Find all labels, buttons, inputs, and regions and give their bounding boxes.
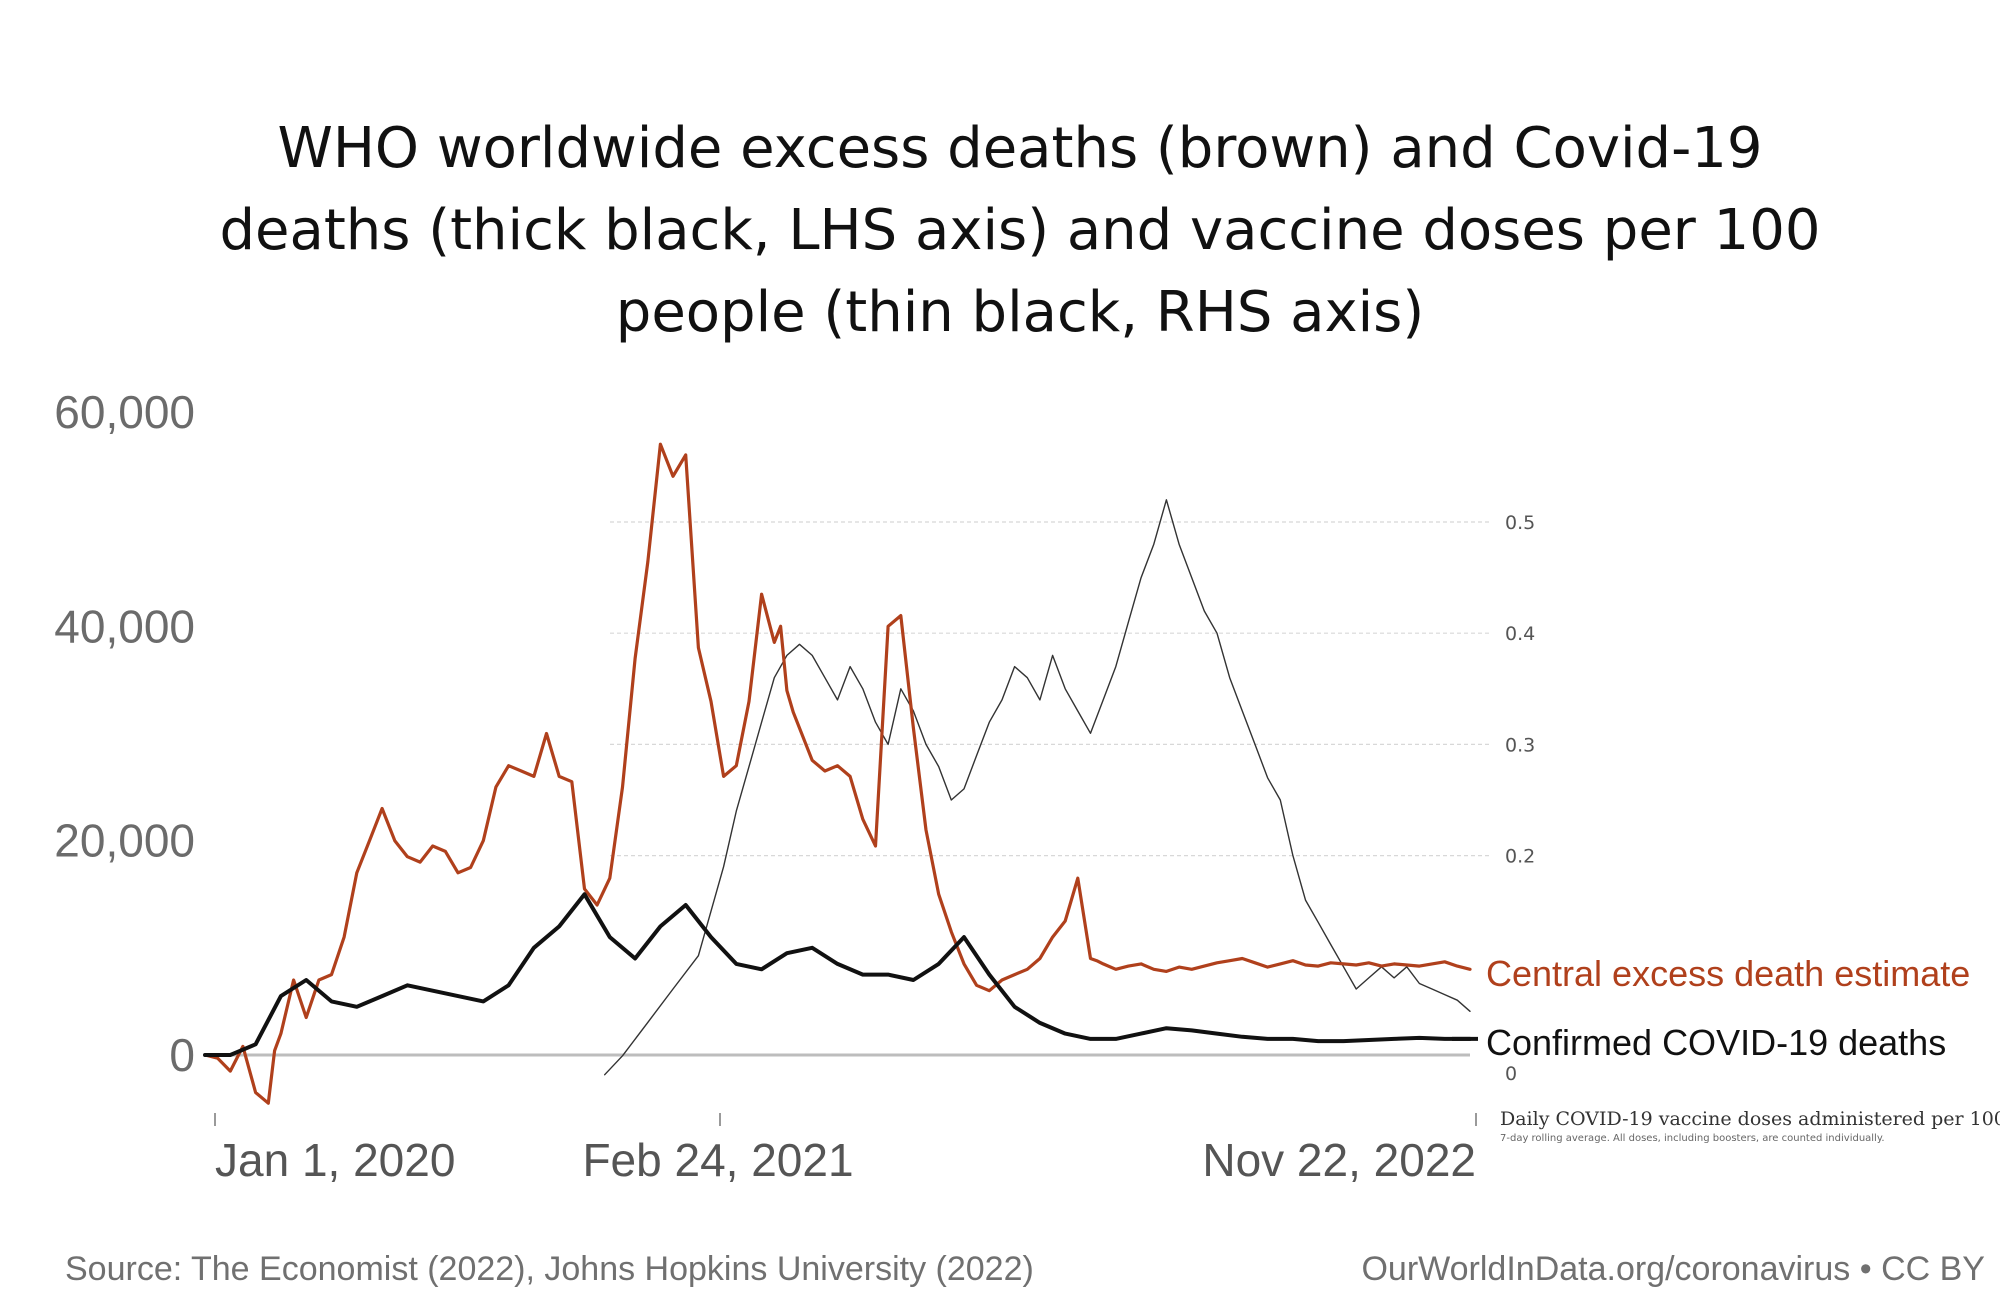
- right-axis: 0 0.2 0.3 0.4 0.5: [1505, 512, 1535, 1085]
- left-tick-label-3: 60,000: [54, 386, 195, 438]
- right-tick-label-2: 0.3: [1505, 734, 1535, 756]
- chart-title: WHO worldwide excess deaths (brown) and …: [200, 108, 1840, 354]
- x-tick-label-0: Jan 1, 2020: [215, 1134, 455, 1186]
- title-line-2: deaths (thick black, LHS axis) and vacci…: [219, 198, 1821, 263]
- series-label-excess: Central excess death estimate: [1486, 953, 1970, 994]
- series-labels: Central excess death estimate Confirmed …: [1486, 953, 1970, 1063]
- x-tick-label-2: Nov 22, 2022: [1202, 1134, 1476, 1186]
- series-lines: [203, 442, 1478, 1105]
- right-tick-label-1: 0.2: [1505, 846, 1535, 868]
- title-line-1: WHO worldwide excess deaths (brown) and …: [277, 116, 1763, 181]
- right-axis-gridlines: [610, 521, 1490, 857]
- rhs-axis-title: Daily COVID-19 vaccine doses administere…: [1500, 1108, 2000, 1130]
- rhs-axis-subtitle: 7-day rolling average. All doses, includ…: [1500, 1133, 1885, 1144]
- series-label-confirmed: Confirmed COVID-19 deaths: [1486, 1022, 1946, 1063]
- series-line-excess: [203, 442, 1472, 1105]
- right-tick-label-0: 0: [1505, 1063, 1517, 1085]
- left-tick-label-2: 40,000: [54, 600, 195, 652]
- left-axis: 0 20,000 40,000 60,000: [54, 386, 195, 1081]
- left-tick-label-0: 0: [169, 1029, 195, 1081]
- series-line-confirmed: [203, 892, 1472, 1057]
- source-note: Source: The Economist (2022), Johns Hopk…: [65, 1250, 1034, 1288]
- title-line-3: people (thin black, RHS axis): [615, 280, 1425, 345]
- series-line-vaccine: [604, 499, 1471, 1076]
- right-tick-label-4: 0.5: [1505, 512, 1535, 534]
- x-axis: Jan 1, 2020 Feb 24, 2021 Nov 22, 2022: [214, 1113, 1477, 1186]
- credit-link[interactable]: OurWorldInData.org/coronavirus • CC BY: [1361, 1250, 1985, 1288]
- x-tick-label-1: Feb 24, 2021: [582, 1134, 853, 1186]
- left-tick-label-1: 20,000: [54, 815, 195, 867]
- right-tick-label-3: 0.4: [1505, 623, 1535, 645]
